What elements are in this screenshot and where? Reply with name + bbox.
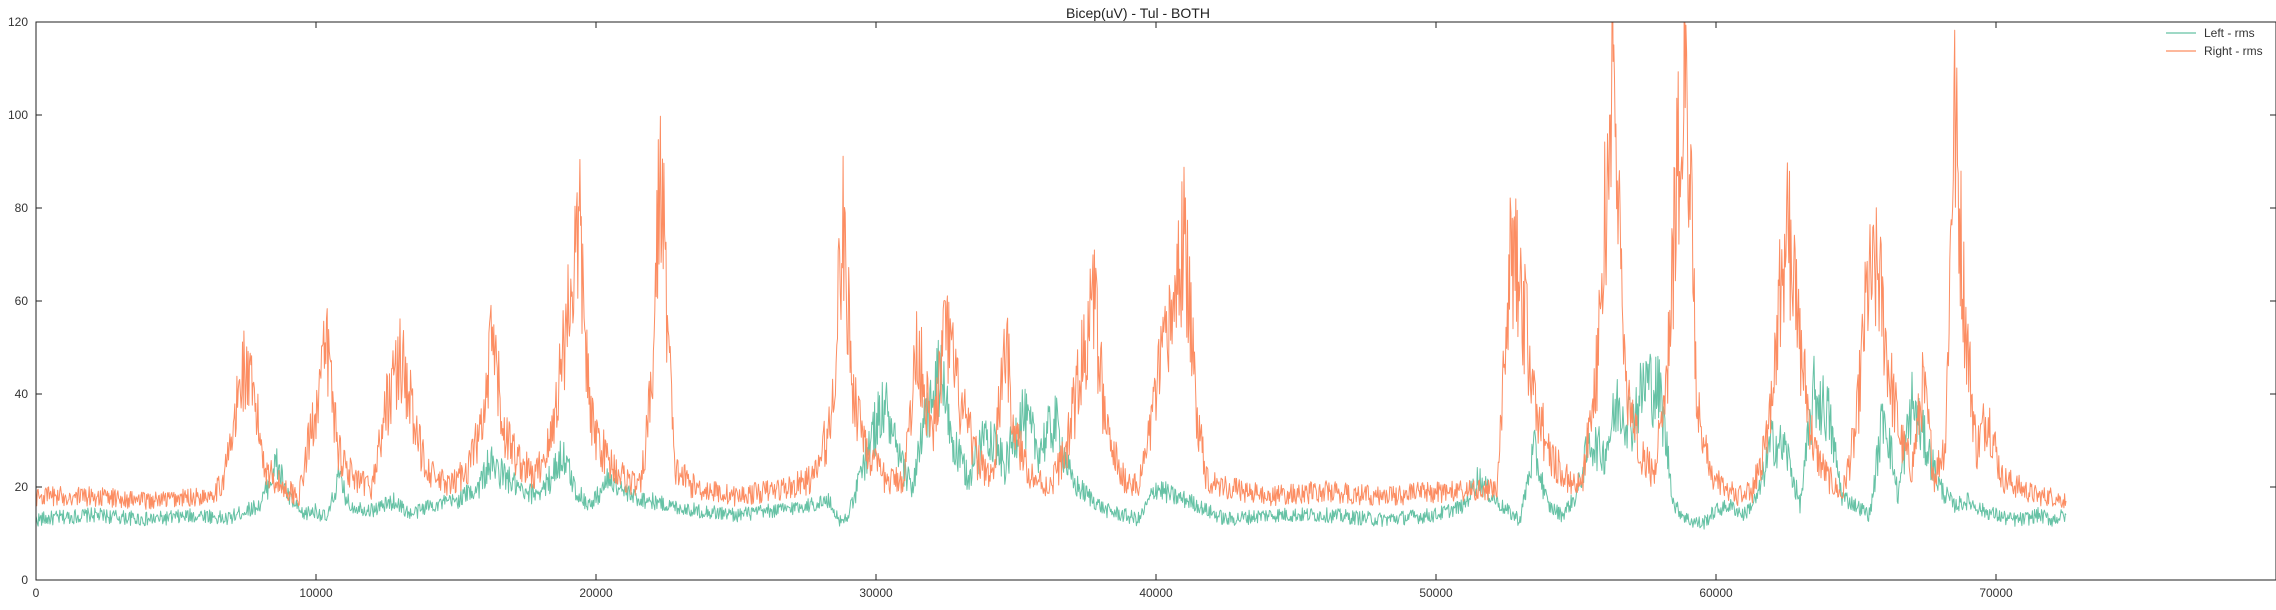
y-tick-label: 20 (15, 480, 29, 494)
plot-area (36, 22, 2067, 530)
y-tick-label: 120 (8, 15, 28, 29)
y-tick-label: 40 (15, 387, 29, 401)
y-tick-label: 80 (15, 201, 29, 215)
x-tick-label: 70000 (1979, 586, 2013, 600)
x-tick-label: 50000 (1419, 586, 1453, 600)
x-tick-label: 60000 (1699, 586, 1733, 600)
legend-label: Right - rms (2204, 44, 2263, 58)
legend: Left - rms Right - rms (2166, 26, 2263, 58)
axes: 0 10000 20000 30000 40000 50000 60000 70000 0 20 4… (8, 15, 2276, 600)
x-tick-label: 30000 (859, 586, 893, 600)
series-line-left-rms (36, 339, 2067, 530)
x-tick-label: 10000 (299, 586, 333, 600)
chart-title: Bicep(uV) - Tul - BOTH (1066, 5, 1210, 21)
y-tick-label: 0 (21, 573, 28, 587)
x-tick-label: 20000 (579, 586, 613, 600)
series-line-right-rms (36, 22, 2067, 510)
y-tick-label: 60 (15, 294, 29, 308)
x-tick-label: 0 (33, 586, 40, 600)
plot-frame (35, 21, 2276, 581)
y-tick-label: 100 (8, 108, 28, 122)
x-tick-label: 40000 (1139, 586, 1173, 600)
legend-label: Left - rms (2204, 26, 2255, 40)
